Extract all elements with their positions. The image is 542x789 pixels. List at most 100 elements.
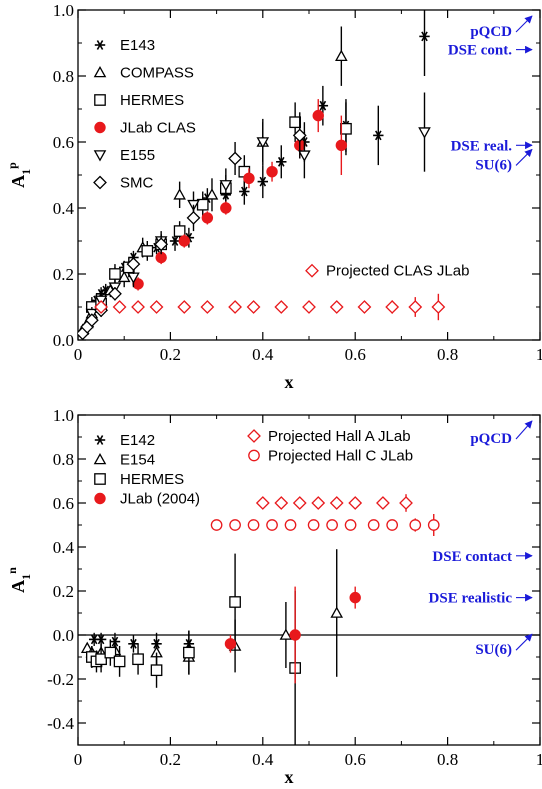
data-point xyxy=(335,49,348,62)
legend-label: E154 xyxy=(120,452,155,469)
data-point xyxy=(224,638,237,650)
x-axis-label: x xyxy=(285,372,294,392)
x-tick-label: 0.8 xyxy=(437,345,458,364)
data-point xyxy=(95,634,107,645)
data-point xyxy=(256,137,270,149)
data-point xyxy=(177,300,192,314)
data-point xyxy=(228,300,242,314)
data-point xyxy=(307,519,320,531)
data-point xyxy=(108,286,122,301)
data-point xyxy=(186,211,201,225)
annotation-label: DSE contact xyxy=(432,549,512,565)
x-tick-label: 0.2 xyxy=(160,750,181,769)
data-point xyxy=(330,606,344,618)
data-point xyxy=(276,156,287,167)
data-point xyxy=(418,127,431,139)
legend-marker xyxy=(93,150,107,162)
data-point xyxy=(335,139,348,152)
legend: E142 E154 HERMES JLab (2004) Projected Hall … xyxy=(93,428,413,508)
data-area xyxy=(78,10,446,340)
data-point xyxy=(117,270,131,283)
theory-annotations: pQCD DSE contact DSE realistic SU(6) xyxy=(429,420,533,658)
data-point xyxy=(183,646,195,659)
data-area xyxy=(80,494,440,745)
data-point xyxy=(399,496,413,510)
x-tick-label: 1 xyxy=(536,345,542,364)
data-point xyxy=(431,300,446,314)
legend-label: Projected Hall A JLab xyxy=(268,428,411,445)
data-point xyxy=(169,236,181,246)
theory-annotations: pQCD DSE cont. DSE real. SU(6) xyxy=(448,15,533,173)
y-axis-label: A1n xyxy=(5,567,33,593)
data-point xyxy=(229,596,241,608)
data-point xyxy=(219,180,233,192)
series-jlab-2004- xyxy=(224,586,361,684)
data-point xyxy=(94,300,108,314)
annotation-label: DSE cont. xyxy=(448,43,512,59)
data-point xyxy=(112,300,127,314)
data-point xyxy=(239,186,250,197)
data-point xyxy=(427,519,440,531)
legend-marker xyxy=(94,121,106,134)
data-point xyxy=(243,172,255,185)
data-point xyxy=(357,300,372,314)
data-point xyxy=(329,496,344,510)
y-tick-label: 0.2 xyxy=(53,265,74,284)
annotation-label: SU(6) xyxy=(475,157,512,173)
data-point xyxy=(126,257,141,271)
y-tick-label: 0.0 xyxy=(53,626,74,645)
y-tick-label: -0.4 xyxy=(47,714,74,733)
data-point xyxy=(255,496,270,510)
data-point xyxy=(229,519,241,531)
legend-marker xyxy=(247,429,261,443)
legend-label: E142 xyxy=(120,432,155,449)
annotation-arrow xyxy=(515,15,533,33)
data-point xyxy=(247,519,260,531)
data-point xyxy=(279,628,293,640)
data-point xyxy=(246,300,261,314)
data-point xyxy=(317,100,329,111)
data-point xyxy=(154,237,169,252)
data-point xyxy=(367,519,380,531)
data-point xyxy=(132,653,144,666)
legend-label: SMC xyxy=(120,175,154,192)
legend-marker xyxy=(94,94,106,106)
data-point xyxy=(128,638,139,649)
data-point xyxy=(84,313,99,328)
data-point xyxy=(386,519,399,531)
data-point xyxy=(109,268,121,280)
legend-label: JLab CLAS xyxy=(120,120,196,137)
legend-marker xyxy=(93,175,107,190)
legend-marker xyxy=(94,492,106,505)
data-point xyxy=(149,300,164,314)
y-tick-label: -0.2 xyxy=(47,670,74,689)
data-point xyxy=(409,519,422,531)
y-tick-label: 0.2 xyxy=(53,582,74,601)
y-tick-label: 0.4 xyxy=(53,199,75,218)
x-tick-label: 0.6 xyxy=(345,345,366,364)
y-tick-label: 0.6 xyxy=(53,494,74,513)
y-tick-label: 0.8 xyxy=(53,67,74,86)
legend-marker xyxy=(94,473,106,485)
y-tick-label: 0.8 xyxy=(53,450,74,469)
series-jlab-clas xyxy=(132,99,348,291)
data-point xyxy=(228,151,242,166)
data-point xyxy=(274,300,289,314)
legend-label: COMPASS xyxy=(120,65,194,82)
data-point xyxy=(266,519,278,531)
data-point xyxy=(289,629,301,641)
data-point xyxy=(104,646,117,659)
y-tick-label: 1.0 xyxy=(53,1,74,20)
data-point xyxy=(344,519,357,531)
y-tick-label: 1.0 xyxy=(53,406,74,425)
y-tick-label: 0.6 xyxy=(53,133,74,152)
legend-label: E155 xyxy=(120,147,155,164)
y-axis-label: A1p xyxy=(5,162,33,188)
series-projected-hall-a-jlab xyxy=(255,494,413,512)
data-point xyxy=(113,655,126,668)
data-point xyxy=(298,150,311,162)
data-point xyxy=(95,653,107,666)
x-tick-label: 0.8 xyxy=(437,750,458,769)
data-point xyxy=(289,116,301,129)
